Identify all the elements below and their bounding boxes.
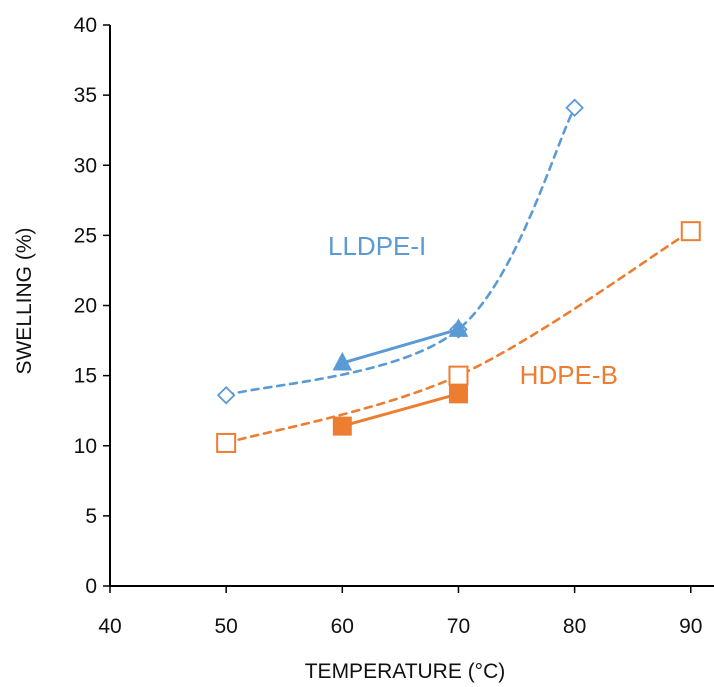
ticks: 0 5 10 15 20 25 30 35 40 40 50 60 70 80 90 — [74, 14, 703, 638]
y-tick-label: 10 — [74, 435, 97, 458]
y-tick-label: 15 — [74, 365, 97, 388]
y-tick-label: 40 — [74, 14, 97, 37]
series-3-point-3 — [680, 221, 701, 242]
series-label-hdpe-b: HDPE-B — [520, 360, 618, 390]
y-tick-label: 20 — [74, 295, 97, 318]
y-tick-label: 0 — [85, 575, 97, 598]
plot-markers — [216, 98, 701, 453]
series-1-point-1 — [216, 385, 236, 405]
series-line-4 — [340, 392, 460, 428]
series-line-1 — [224, 106, 576, 397]
x-tick-label: 50 — [214, 615, 237, 638]
x-tick-label: 80 — [563, 615, 586, 638]
y-axis-title: SWELLING (%) — [13, 227, 36, 374]
x-tick-label: 70 — [447, 615, 470, 638]
series-4-point-2 — [448, 384, 468, 404]
series-2-point-1 — [332, 351, 353, 371]
plot-lines — [224, 106, 693, 445]
y-tick-label: 25 — [74, 224, 97, 247]
series-line-3 — [224, 229, 693, 445]
series-label-lldpe-i: LLDPE-I — [328, 231, 426, 261]
x-tick-label: 90 — [679, 615, 702, 638]
y-tick-label: 30 — [74, 154, 97, 177]
x-tick-label: 40 — [98, 615, 121, 638]
series-1-point-3 — [565, 98, 584, 118]
series-4-point-1 — [332, 416, 352, 436]
series-3-point-1 — [216, 432, 237, 453]
y-tick-label: 35 — [74, 84, 97, 107]
series-line-2 — [340, 327, 460, 365]
axes — [109, 25, 714, 587]
y-tick-label: 5 — [85, 505, 97, 528]
x-tick-label: 60 — [331, 615, 354, 638]
x-axis-title: TEMPERATURE (°C) — [305, 660, 506, 683]
series-2-point-2 — [448, 318, 469, 337]
series-3-point-2 — [448, 365, 469, 386]
